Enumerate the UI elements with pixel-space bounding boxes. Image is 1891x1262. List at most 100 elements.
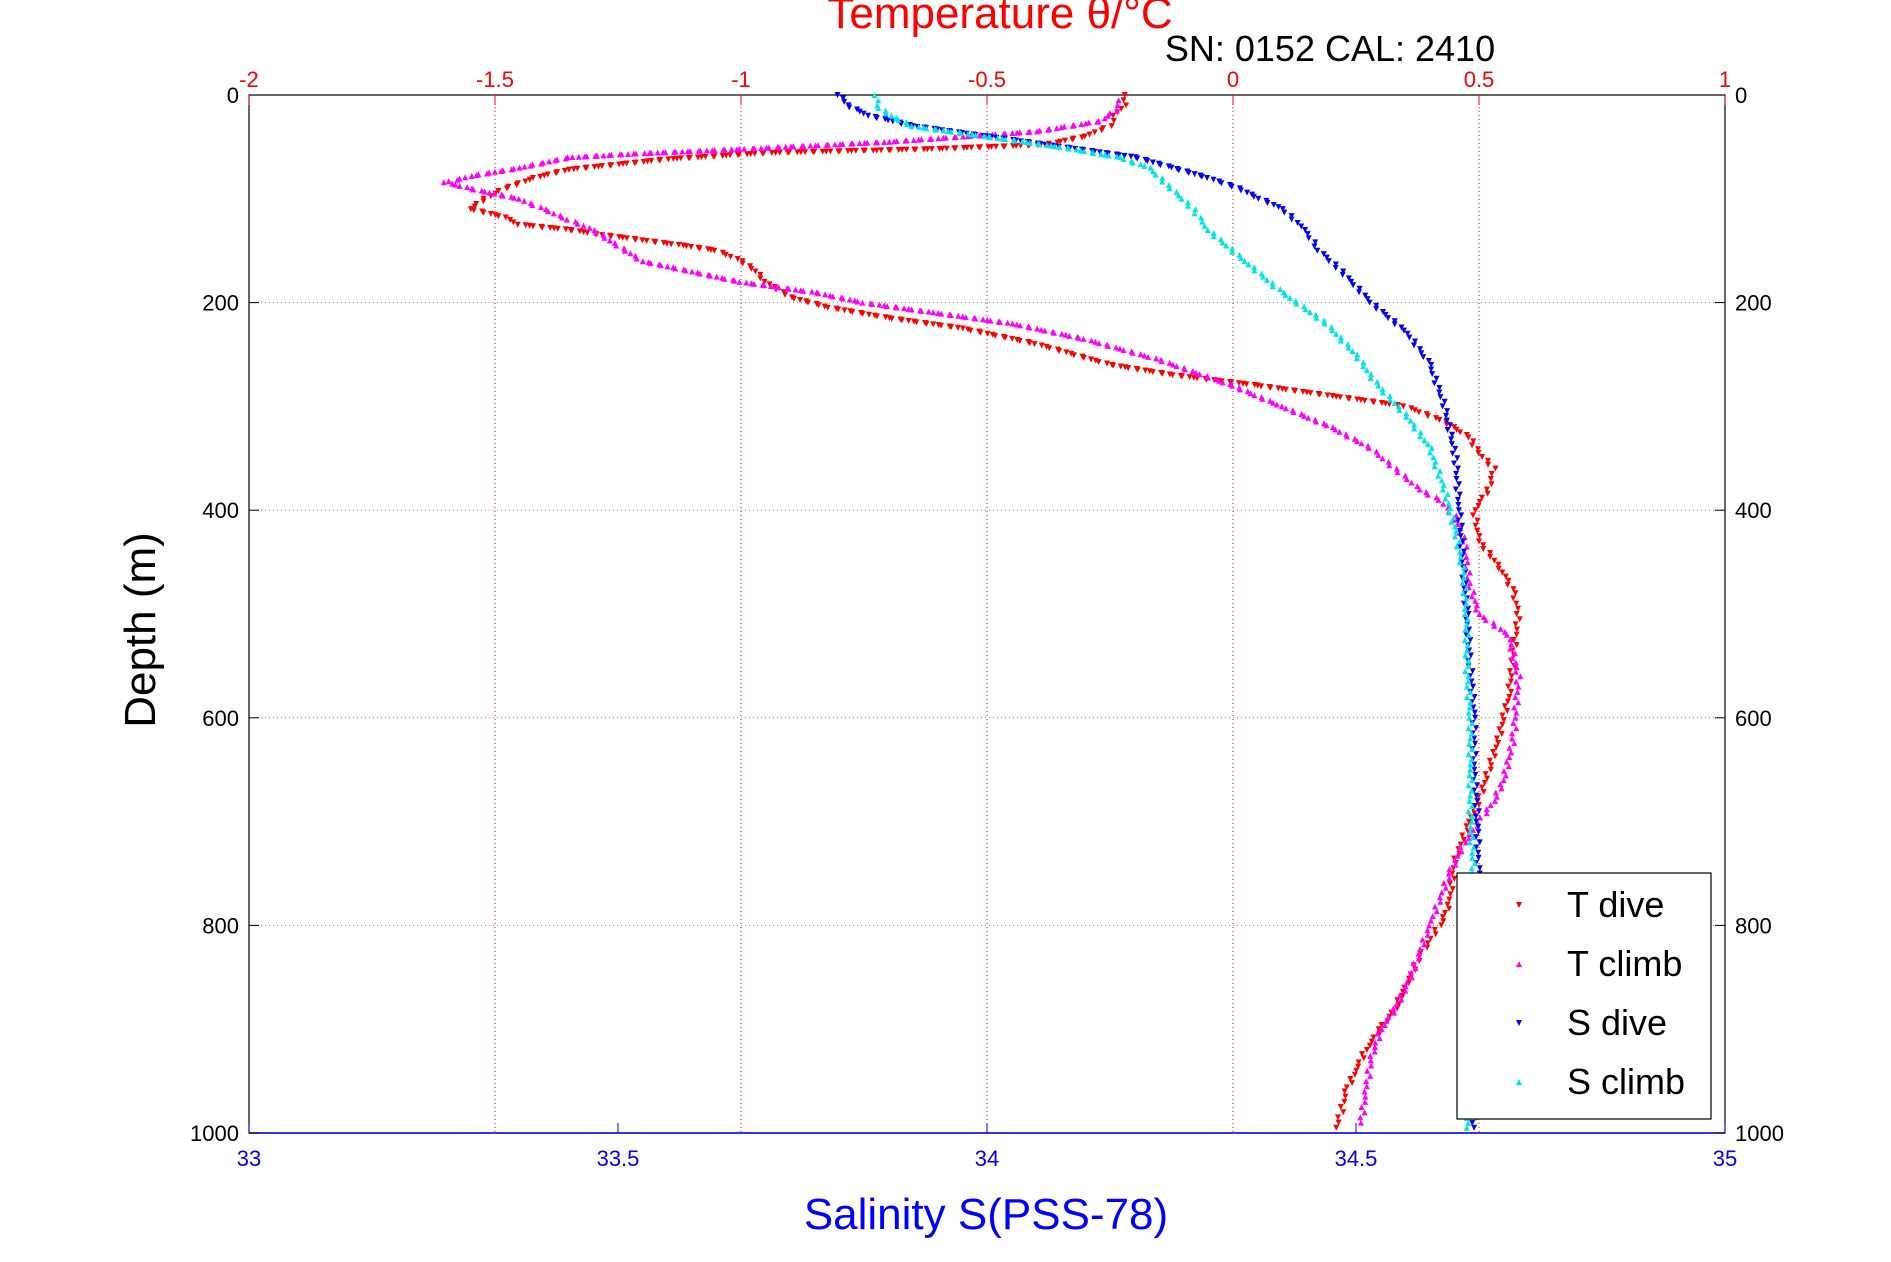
data-point-t-climb xyxy=(1364,1067,1371,1074)
data-point-s-climb xyxy=(1159,175,1166,182)
data-point-s-dive xyxy=(1452,486,1459,493)
data-point-t-climb xyxy=(592,152,599,159)
data-point-t-climb xyxy=(720,146,727,153)
data-point-t-climb xyxy=(1438,889,1445,896)
data-point-s-climb xyxy=(1051,143,1058,150)
data-point-t-dive xyxy=(1510,636,1517,643)
data-point-s-climb xyxy=(915,123,922,130)
data-point-t-climb xyxy=(468,172,475,179)
data-point-s-climb xyxy=(1002,136,1009,143)
data-point-t-dive xyxy=(1484,457,1491,464)
data-point-t-climb xyxy=(1378,1026,1385,1033)
data-point-t-dive xyxy=(1431,926,1438,933)
data-point-t-climb xyxy=(1509,735,1516,742)
data-point-s-climb xyxy=(1411,425,1418,432)
data-point-t-dive xyxy=(776,149,783,156)
data-point-t-climb xyxy=(1169,361,1176,368)
data-point-t-climb xyxy=(682,267,689,274)
data-point-s-climb xyxy=(1102,151,1109,158)
data-point-t-dive xyxy=(1080,354,1087,361)
data-point-t-dive xyxy=(1396,1001,1403,1008)
data-point-t-dive xyxy=(1481,780,1488,787)
data-point-t-climb xyxy=(508,166,515,173)
data-point-s-climb xyxy=(1178,195,1185,202)
data-point-t-climb xyxy=(580,222,587,229)
data-point-s-climb xyxy=(1375,382,1382,389)
data-point-t-climb xyxy=(1515,683,1522,690)
data-point-s-climb xyxy=(1260,273,1267,280)
tick-label-depth-right: 600 xyxy=(1735,706,1772,731)
data-point-s-dive xyxy=(1454,455,1461,462)
data-point-t-climb xyxy=(1116,345,1123,352)
data-point-t-climb xyxy=(550,210,557,217)
data-point-s-climb xyxy=(1470,834,1477,841)
data-point-t-climb xyxy=(684,148,691,155)
data-point-t-dive xyxy=(1486,757,1493,764)
data-point-t-climb xyxy=(1120,347,1127,354)
data-point-s-dive xyxy=(1096,149,1103,156)
data-point-t-climb xyxy=(1510,719,1517,726)
data-point-t-dive xyxy=(1307,390,1314,397)
data-point-t-dive xyxy=(1179,373,1186,380)
data-point-t-climb xyxy=(1483,806,1490,813)
data-point-t-dive xyxy=(859,310,866,317)
data-point-t-climb xyxy=(935,135,942,142)
data-point-s-dive xyxy=(1373,305,1380,312)
data-point-s-dive xyxy=(1323,254,1330,261)
data-point-s-dive xyxy=(1449,450,1456,457)
data-point-s-dive xyxy=(1339,271,1346,278)
data-point-t-dive xyxy=(1341,1088,1348,1095)
data-point-s-dive xyxy=(1345,275,1352,282)
data-point-t-dive xyxy=(1501,703,1508,710)
data-point-t-dive xyxy=(1465,818,1472,825)
data-point-t-dive xyxy=(1465,434,1472,441)
data-point-s-dive xyxy=(1244,189,1251,196)
data-point-s-climb xyxy=(1307,309,1314,316)
data-point-t-climb xyxy=(1013,321,1020,328)
data-point-t-dive xyxy=(827,148,834,155)
data-point-s-climb xyxy=(888,112,895,119)
data-point-t-dive xyxy=(1359,1051,1366,1058)
data-point-s-climb xyxy=(1184,202,1191,209)
data-point-s-dive xyxy=(1411,342,1418,349)
legend-label-s-dive: S dive xyxy=(1567,1002,1667,1043)
data-point-t-dive xyxy=(1394,997,1401,1004)
data-point-t-dive xyxy=(1123,102,1130,109)
data-point-s-dive xyxy=(1281,209,1288,216)
data-point-t-dive xyxy=(1488,762,1495,769)
data-point-t-climb xyxy=(1343,433,1350,440)
data-point-t-climb xyxy=(799,143,806,150)
data-point-s-climb xyxy=(1251,264,1258,271)
data-point-s-dive xyxy=(1476,839,1483,846)
data-point-s-climb xyxy=(1444,491,1451,498)
data-point-s-climb xyxy=(1210,230,1217,237)
data-point-t-climb xyxy=(822,291,829,298)
data-point-s-climb xyxy=(1229,248,1236,255)
data-point-s-climb xyxy=(1043,141,1050,148)
data-point-t-dive xyxy=(1444,901,1451,908)
data-point-s-dive xyxy=(1475,828,1482,835)
data-point-t-climb xyxy=(1503,631,1510,638)
data-point-t-dive xyxy=(471,203,478,210)
tick-label-depth-right: 1000 xyxy=(1735,1121,1784,1146)
data-point-t-climb xyxy=(1509,730,1516,737)
data-point-s-climb xyxy=(1312,311,1319,318)
data-point-t-dive xyxy=(1496,726,1503,733)
data-point-s-dive xyxy=(1348,278,1355,285)
data-point-t-climb xyxy=(859,299,866,306)
data-point-s-climb xyxy=(1464,616,1471,623)
data-point-t-dive xyxy=(782,291,789,298)
data-point-t-climb xyxy=(1466,579,1473,586)
data-point-s-dive xyxy=(1149,159,1156,166)
data-point-s-climb xyxy=(1360,363,1367,370)
data-point-t-climb xyxy=(1507,645,1514,652)
data-point-s-climb xyxy=(1456,559,1463,566)
chart-subtitle: SN: 0152 CAL: 2410 xyxy=(1165,28,1495,69)
data-point-t-climb xyxy=(1034,325,1041,332)
data-point-t-dive xyxy=(1353,1067,1360,1074)
data-point-t-climb xyxy=(930,309,937,316)
data-point-t-climb xyxy=(1105,342,1112,349)
data-point-s-dive xyxy=(1471,735,1478,742)
data-point-t-dive xyxy=(1432,931,1439,938)
data-point-s-dive xyxy=(1400,327,1407,334)
